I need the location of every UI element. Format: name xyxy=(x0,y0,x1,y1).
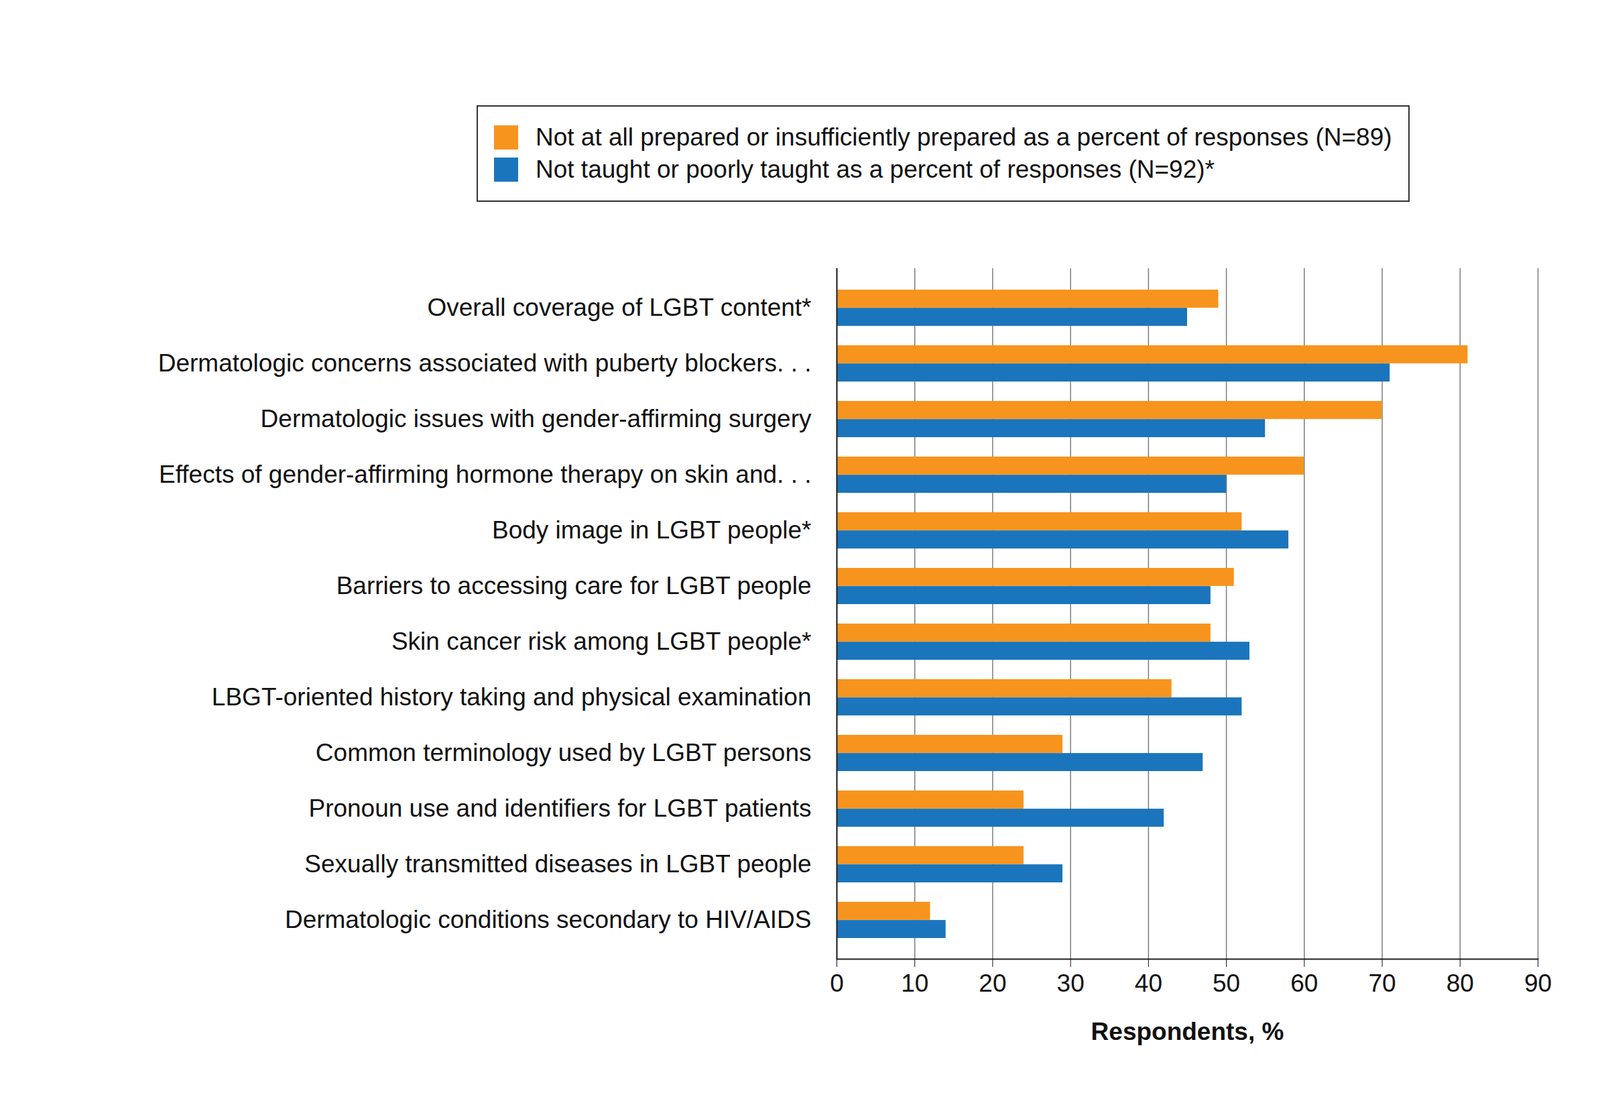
svg-text:Respondents, %: Respondents, % xyxy=(1091,1017,1285,1045)
svg-text:Skin cancer risk among LGBT pe: Skin cancer risk among LGBT people* xyxy=(391,628,812,656)
svg-text:Overall coverage of LGBT conte: Overall coverage of LGBT content* xyxy=(426,294,812,322)
svg-text:70: 70 xyxy=(1368,969,1396,997)
svg-text:50: 50 xyxy=(1212,969,1241,997)
svg-text:0: 0 xyxy=(829,969,844,997)
svg-text:Sexually transmitted diseases: Sexually transmitted diseases in LGBT pe… xyxy=(304,850,812,879)
svg-text:Pronoun use and identifiers fo: Pronoun use and identifiers for LGBT pat… xyxy=(308,794,812,823)
html-text:Not taught or poorly taught as: Not taught or poorly taught as a percent… xyxy=(535,155,1215,184)
svg-text:LBGT-oriented history taking a: LBGT-oriented history taking and physica… xyxy=(211,683,812,712)
svg-text:Effects of gender-affirming ho: Effects of gender-affirming hormone ther… xyxy=(158,461,812,489)
svg-text:30: 30 xyxy=(1057,969,1085,997)
svg-text:Dermatologic concerns associat: Dermatologic concerns associated with pu… xyxy=(158,349,812,378)
svg-text:10: 10 xyxy=(900,969,929,997)
svg-text:40: 40 xyxy=(1134,969,1163,997)
svg-text:Dermatologic issues with gende: Dermatologic issues with gender-affirmin… xyxy=(260,405,812,434)
svg-text:Common terminology used by LGB: Common terminology used by LGBT persons xyxy=(315,739,812,767)
svg-text:60: 60 xyxy=(1290,969,1318,997)
svg-text:Dermatologic conditions second: Dermatologic conditions secondary to HIV… xyxy=(284,906,812,934)
svg-text:80: 80 xyxy=(1446,969,1474,997)
html-text:Not at all prepared or insuffi: Not at all prepared or insufficiently pr… xyxy=(535,123,1392,151)
svg-text:Body image in LGBT people*: Body image in LGBT people* xyxy=(491,516,812,545)
svg-text:20: 20 xyxy=(978,969,1007,997)
svg-text:90: 90 xyxy=(1524,969,1552,997)
svg-text:Barriers to accessing care for: Barriers to accessing care for LGBT peop… xyxy=(336,572,812,600)
